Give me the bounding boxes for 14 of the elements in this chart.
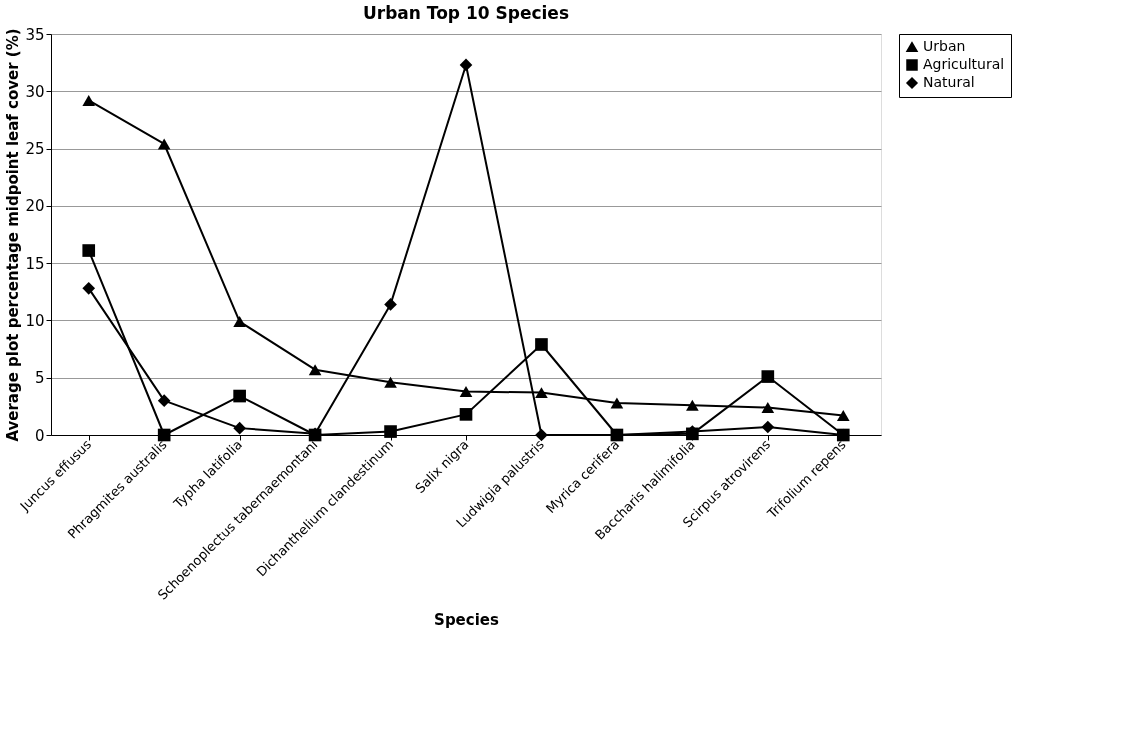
x-axis-title: Species: [434, 610, 499, 629]
y-tick-label: 30: [25, 82, 45, 101]
y-tick-label: 20: [25, 197, 45, 216]
y-tick-label: 5: [34, 369, 45, 388]
y-tick-label: 15: [25, 254, 45, 273]
y-tick-label: 10: [25, 311, 45, 330]
legend-label: Urban: [923, 38, 966, 54]
legend-label: Agricultural: [923, 56, 1005, 72]
y-axis-title: Average plot percentage midpoint leaf cover (%): [4, 28, 23, 442]
y-tick-label: 25: [25, 140, 45, 159]
legend-label: Natural: [923, 74, 975, 90]
y-tick-label: 0: [34, 426, 45, 445]
chart-title: Urban Top 10 Species: [362, 3, 570, 23]
y-tick-label: 35: [25, 25, 45, 44]
